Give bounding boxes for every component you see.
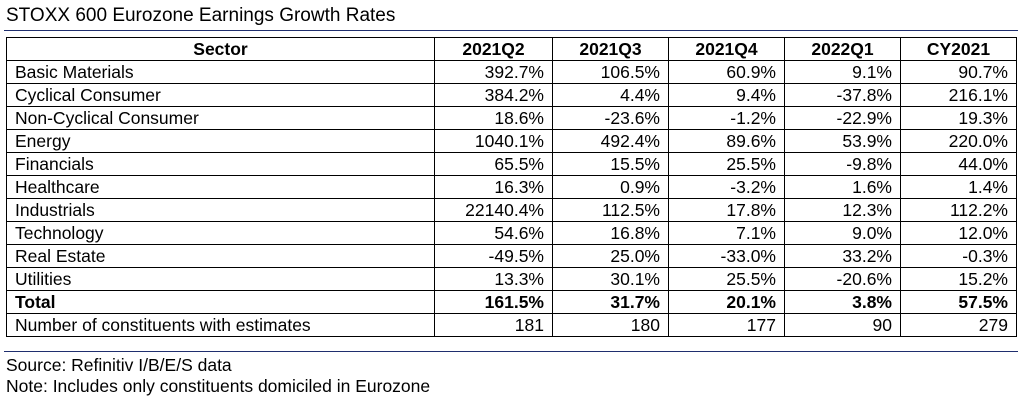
table-cell: 22140.4% xyxy=(434,198,553,222)
table-cell: 9.1% xyxy=(784,60,901,84)
table-cell: 492.4% xyxy=(552,129,669,153)
earnings-growth-table: Sector 2021Q2 2021Q3 2021Q4 2022Q1 CY2021 Bas… xyxy=(6,37,1017,337)
table-row: Energy 1040.1% 492.4% 89.6% 53.9% 220.0% xyxy=(6,129,1017,153)
table-cell: 53.9% xyxy=(784,129,901,153)
footer-divider xyxy=(4,351,1018,352)
row-label: Non-Cyclical Consumer xyxy=(6,106,435,130)
row-label: Utilities xyxy=(6,267,435,291)
table-row: Real Estate -49.5% 25.0% -33.0% 33.2% -0.3% xyxy=(6,244,1017,268)
column-header-2021q4: 2021Q4 xyxy=(668,37,785,61)
table-cell: 4.4% xyxy=(552,83,669,107)
column-header-2021q2: 2021Q2 xyxy=(434,37,553,61)
table-cell: 279 xyxy=(900,313,1017,337)
table-row: Cyclical Consumer 384.2% 4.4% 9.4% -37.8% 216… xyxy=(6,83,1017,107)
source-note: Source: Refinitiv I/B/E/S data xyxy=(6,355,232,375)
table-cell: 12.3% xyxy=(784,198,901,222)
table-row: Industrials 22140.4% 112.5% 17.8% 12.3% 112.2… xyxy=(6,198,1017,222)
table-cell: 17.8% xyxy=(668,198,785,222)
table-cell: 3.8% xyxy=(784,290,901,314)
table-cell: 25.0% xyxy=(552,244,669,268)
column-header-sector: Sector xyxy=(6,37,435,61)
table-cell: -0.3% xyxy=(900,244,1017,268)
table-cell: 60.9% xyxy=(668,60,785,84)
table-cell: 181 xyxy=(434,313,553,337)
table-cell: 112.5% xyxy=(552,198,669,222)
table-row: Non-Cyclical Consumer 18.6% -23.6% -1.2% -22… xyxy=(6,106,1017,130)
table-title: STOXX 600 Eurozone Earnings Growth Rates xyxy=(6,5,396,26)
table-cell: 31.7% xyxy=(552,290,669,314)
table-cell: -9.8% xyxy=(784,152,901,176)
row-label: Healthcare xyxy=(6,175,435,199)
row-label: Number of constituents with estimates xyxy=(6,313,435,337)
constituents-row: Number of constituents with estimates 181… xyxy=(6,313,1017,337)
table-cell: 106.5% xyxy=(552,60,669,84)
table-cell: 90 xyxy=(784,313,901,337)
table-cell: 0.9% xyxy=(552,175,669,199)
row-label: Total xyxy=(6,290,435,314)
table-cell: 220.0% xyxy=(900,129,1017,153)
table-cell: 7.1% xyxy=(668,221,785,245)
table-cell: 216.1% xyxy=(900,83,1017,107)
table-cell: 16.3% xyxy=(434,175,553,199)
title-divider xyxy=(4,30,1018,31)
table-cell: -37.8% xyxy=(784,83,901,107)
row-label: Basic Materials xyxy=(6,60,435,84)
row-label: Cyclical Consumer xyxy=(6,83,435,107)
table-cell: 177 xyxy=(668,313,785,337)
table-cell: 9.4% xyxy=(668,83,785,107)
table-cell: 384.2% xyxy=(434,83,553,107)
table-cell: 90.7% xyxy=(900,60,1017,84)
column-header-cy2021: CY2021 xyxy=(900,37,1017,61)
row-label: Industrials xyxy=(6,198,435,222)
table-cell: -1.2% xyxy=(668,106,785,130)
table-cell: 13.3% xyxy=(434,267,553,291)
row-label: Technology xyxy=(6,221,435,245)
row-label: Real Estate xyxy=(6,244,435,268)
table-cell: 1040.1% xyxy=(434,129,553,153)
table-cell: 112.2% xyxy=(900,198,1017,222)
table-cell: 33.2% xyxy=(784,244,901,268)
table-cell: -49.5% xyxy=(434,244,553,268)
table-cell: 30.1% xyxy=(552,267,669,291)
table-cell: -33.0% xyxy=(668,244,785,268)
table-cell: 161.5% xyxy=(434,290,553,314)
table-cell: 15.5% xyxy=(552,152,669,176)
table-row: Healthcare 16.3% 0.9% -3.2% 1.6% 1.4% xyxy=(6,175,1017,199)
table-row: Basic Materials 392.7% 106.5% 60.9% 9.1% 90.7… xyxy=(6,60,1017,84)
table-cell: 16.8% xyxy=(552,221,669,245)
table-row: Utilities 13.3% 30.1% 25.5% -20.6% 15.2% xyxy=(6,267,1017,291)
table-cell: 25.5% xyxy=(668,152,785,176)
table-cell: 15.2% xyxy=(900,267,1017,291)
table-cell: 1.6% xyxy=(784,175,901,199)
table-row: Technology 54.6% 16.8% 7.1% 9.0% 12.0% xyxy=(6,221,1017,245)
table-cell: 9.0% xyxy=(784,221,901,245)
table-cell: 19.3% xyxy=(900,106,1017,130)
table-cell: 20.1% xyxy=(668,290,785,314)
table-cell: 12.0% xyxy=(900,221,1017,245)
table-cell: 54.6% xyxy=(434,221,553,245)
table-cell: 57.5% xyxy=(900,290,1017,314)
total-row: Total 161.5% 31.7% 20.1% 3.8% 57.5% xyxy=(6,290,1017,314)
column-header-2021q3: 2021Q3 xyxy=(552,37,669,61)
table-cell: 65.5% xyxy=(434,152,553,176)
table-row: Financials 65.5% 15.5% 25.5% -9.8% 44.0% xyxy=(6,152,1017,176)
domicile-note: Note: Includes only constituents domicil… xyxy=(6,376,431,396)
header-row: Sector 2021Q2 2021Q3 2021Q4 2022Q1 CY2021 xyxy=(6,37,1017,61)
row-label: Financials xyxy=(6,152,435,176)
table-cell: -20.6% xyxy=(784,267,901,291)
row-label: Energy xyxy=(6,129,435,153)
table-cell: 89.6% xyxy=(668,129,785,153)
table-cell: 18.6% xyxy=(434,106,553,130)
table-cell: -23.6% xyxy=(552,106,669,130)
table-cell: -3.2% xyxy=(668,175,785,199)
table-cell: -22.9% xyxy=(784,106,901,130)
table-cell: 25.5% xyxy=(668,267,785,291)
column-header-2022q1: 2022Q1 xyxy=(784,37,901,61)
table-cell: 392.7% xyxy=(434,60,553,84)
table-cell: 44.0% xyxy=(900,152,1017,176)
table-cell: 180 xyxy=(552,313,669,337)
table-cell: 1.4% xyxy=(900,175,1017,199)
